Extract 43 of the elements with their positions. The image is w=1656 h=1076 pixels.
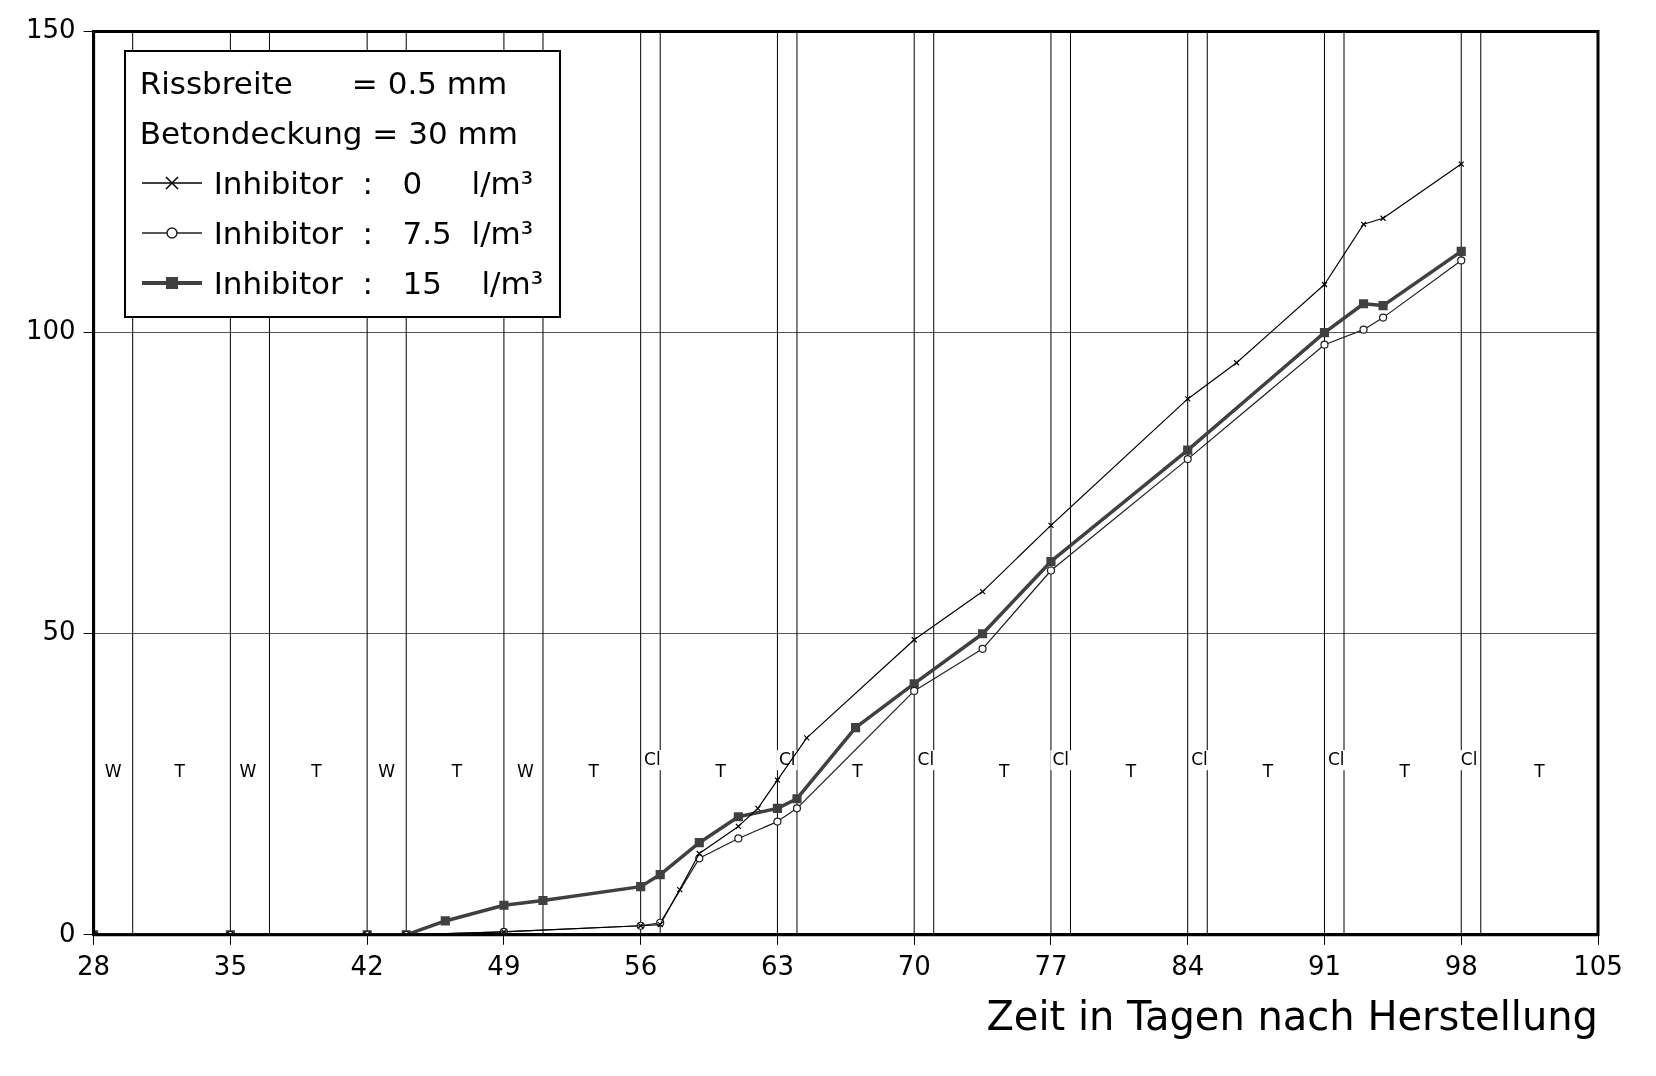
annotation: T xyxy=(1398,760,1411,781)
annotation: Cl xyxy=(778,748,796,769)
annotation: Cl xyxy=(1327,748,1345,769)
annotation: Cl xyxy=(1191,748,1208,769)
x-axis-title: Zeit in Tagen nach Herstellung xyxy=(986,993,1598,1040)
annotation: Cl xyxy=(1052,748,1070,769)
x-tick-label: 49 xyxy=(487,951,521,982)
y-tick-label: 100 xyxy=(25,315,76,346)
annotation: T xyxy=(851,760,864,781)
legend-label: Inhibitor : 0 l/m³ xyxy=(213,163,534,203)
x-tick-label: 84 xyxy=(1171,951,1205,982)
x-tick-label: 42 xyxy=(350,951,384,982)
x-tick-label: 28 xyxy=(77,951,111,982)
annotation: T xyxy=(1533,760,1546,781)
legend-title: Rissbreite = 0.5 mm Betondeckung = 30 mm xyxy=(139,63,519,153)
x-tick-label: 91 xyxy=(1307,951,1342,982)
annotation: W xyxy=(516,760,534,781)
annotation: W xyxy=(104,760,122,781)
x-tick-label: 105 xyxy=(1573,951,1623,982)
x-tick-label: 98 xyxy=(1444,951,1478,982)
legend-label: Inhibitor : 15 l/m³ xyxy=(213,263,544,303)
annotation: T xyxy=(1261,760,1274,781)
annotation: Cl xyxy=(917,748,935,769)
x-tick-label: 70 xyxy=(897,951,931,982)
annotation: W xyxy=(239,760,257,781)
y-tick-label: 50 xyxy=(42,616,76,647)
legend-label: Inhibitor : 7.5 l/m³ xyxy=(213,213,534,253)
x-tick-label: 63 xyxy=(760,951,794,982)
annotation: T xyxy=(310,760,323,781)
annotation: T xyxy=(450,760,463,781)
annotation: T xyxy=(587,760,600,781)
annotation: Cl xyxy=(1460,748,1478,769)
x-tick-label: 56 xyxy=(624,951,658,982)
annotation: T xyxy=(1124,760,1137,781)
x-tick-label: 77 xyxy=(1034,951,1068,982)
x-tick-label: 35 xyxy=(213,951,247,982)
y-tick-label: 0 xyxy=(59,917,76,948)
annotation: T xyxy=(714,760,727,781)
annotation: W xyxy=(378,760,396,781)
annotation: T xyxy=(173,760,186,781)
y-tick-label: 150 xyxy=(25,14,76,45)
annotation: T xyxy=(997,760,1010,781)
annotation: Cl xyxy=(644,748,661,769)
